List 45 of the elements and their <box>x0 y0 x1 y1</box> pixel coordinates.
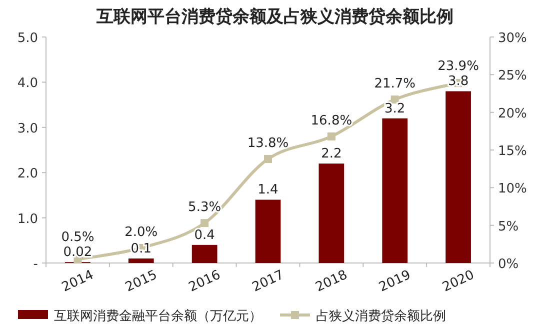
y2-tick-label: 20% <box>498 106 527 122</box>
x-tick-label: 2020 <box>440 268 477 296</box>
data-label: 2.0% <box>124 224 158 240</box>
legend-label: 占狭义消费贷余额比例 <box>316 308 446 323</box>
y-tick-label: 2.0 <box>17 166 38 182</box>
x-tick-label: 2015 <box>123 268 160 296</box>
y-tick-label: - <box>33 257 38 272</box>
data-label: 0.02 <box>63 245 92 260</box>
data-label: 3.8 <box>448 74 469 90</box>
y2-tick-label: 25% <box>498 68 527 84</box>
y2-tick-label: 10% <box>498 182 527 197</box>
data-label: 23.9% <box>438 59 479 74</box>
data-label: 13.8% <box>247 136 289 152</box>
y-tick-label: 3.0 <box>17 121 38 136</box>
y-tick-label: 5.0 <box>17 31 38 46</box>
bar <box>382 118 408 263</box>
data-label: 0.5% <box>61 230 94 246</box>
data-label: 5.3% <box>188 200 222 216</box>
data-label: 1.4 <box>258 182 278 198</box>
y2-tick-label: 15% <box>498 144 527 159</box>
y2-tick-label: 30% <box>498 31 527 46</box>
y2-tick-label: 5% <box>498 219 519 234</box>
x-tick-label: 2018 <box>313 268 350 296</box>
bar <box>128 258 154 263</box>
bar <box>446 91 471 263</box>
x-tick-label: 2019 <box>376 268 414 296</box>
legend-label: 互联网消费金融平台余额（万亿元） <box>54 308 262 323</box>
data-label: 16.8% <box>310 113 352 128</box>
chart-title: 互联网平台消费贷余额及占狭义消费贷余额比例 <box>96 7 454 26</box>
x-tick-label: 2014 <box>60 268 96 296</box>
y-tick-label: 1.0 <box>17 212 38 227</box>
point <box>327 132 336 140</box>
y2-tick-label: 0% <box>498 257 519 272</box>
data-label: 2.2 <box>321 146 342 162</box>
data-label: 21.7% <box>374 76 416 92</box>
x-tick-label: 2017 <box>250 268 286 296</box>
point <box>264 155 272 164</box>
bar <box>255 200 281 263</box>
bar <box>192 244 218 263</box>
data-label: 3.2 <box>384 101 406 116</box>
point <box>200 219 209 228</box>
data-label: 0.4 <box>194 228 215 243</box>
y-tick-label: 4.0 <box>17 76 38 92</box>
x-tick-label: 2016 <box>186 268 223 296</box>
bar <box>318 164 344 263</box>
